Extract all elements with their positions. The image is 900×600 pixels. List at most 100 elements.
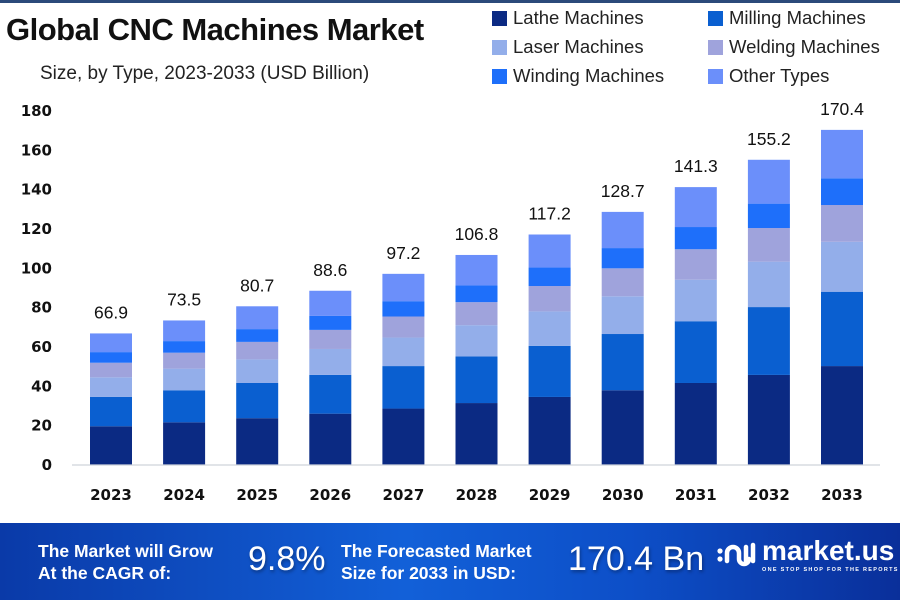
cagr-value: 9.8% [248,540,326,578]
cagr-label: The Market will Grow At the CAGR of: [38,540,213,584]
total-value-label: 97.2 [386,243,420,263]
legend-label: Milling Machines [729,7,866,28]
market-us-logo-icon [717,542,756,567]
bar-segment-milling-machines [455,356,498,404]
legend-item-milling: Milling Machines [708,7,900,29]
bar-segment-welding-machines [163,352,206,369]
bar-segment-lathe-machines [821,366,863,465]
bar-segment-welding-machines [309,329,352,349]
y-tick-label: 180 [21,102,52,120]
legend-item-welding: Welding Machines [708,36,900,58]
total-value-label: 170.4 [820,99,864,119]
total-labels: 66.9 73.5 80.7 88.6 97.2 106.8 117.2 128.7 141.3… [94,99,864,323]
bar-segment-other-types [601,211,644,249]
bar-segment-lathe-machines [309,413,352,465]
y-tick-label: 20 [31,417,52,435]
legend-swatch-welding [708,39,723,55]
top-border [0,0,900,3]
legend-label: Winding Machines [513,65,665,86]
bar-segment-milling-machines [601,334,644,391]
y-tick-label: 80 [31,299,52,317]
legend-item-laser: Laser Machines [492,36,708,58]
x-tick-label: 2026 [309,486,351,504]
x-tick-label: 2032 [748,486,790,504]
bar-segment-other-types [90,333,132,353]
bar-segment-milling-machines [528,345,571,397]
bar-stack-2026 [309,290,352,465]
brand-tagline: ONE STOP SHOP FOR THE REPORTS [762,567,899,573]
bar-segment-lathe-machines [163,422,206,465]
bar-segment-other-types [674,187,717,228]
bar-segment-other-types [236,306,279,330]
x-tick-label: 2025 [236,486,278,504]
bar-segment-laser-machines [821,241,863,292]
total-value-label: 73.5 [167,289,201,309]
legend-label: Other Types [729,65,830,86]
bar-segment-welding-machines [674,249,717,280]
bar-segment-welding-machines [747,228,790,262]
bar-segment-lathe-machines [90,426,132,465]
bar-segment-other-types [163,320,206,342]
legend-item-lathe: Lathe Machines [492,7,708,29]
legend: Lathe Machines Milling Machines Laser Ma… [492,7,900,87]
total-value-label: 88.6 [313,260,347,280]
bar-segment-winding-machines [90,352,132,363]
bar-segment-other-types [309,290,352,316]
bar-segment-winding-machines [455,285,498,303]
bar-segment-winding-machines [674,227,717,250]
x-tick-label: 2029 [529,486,571,504]
brand-logo[interactable]: market.us ONE STOP SHOP FOR THE REPORTS [716,537,899,573]
bar-segment-winding-machines [821,178,863,206]
bar-segment-winding-machines [163,341,206,353]
bar-segment-other-types [455,254,498,286]
legend-swatch-lathe [492,10,507,26]
x-tick-label: 2027 [383,486,425,504]
bar-segment-welding-machines [236,341,279,360]
legend-swatch-other [708,68,723,84]
total-value-label: 106.8 [455,224,499,244]
cagr-label-line1: The Market will Grow [38,541,214,561]
total-value-label: 117.2 [528,204,571,224]
bar-segment-lathe-machines [236,418,279,465]
x-tick-label: 2033 [821,486,863,504]
total-value-label: 155.2 [747,129,791,149]
bar-segment-lathe-machines [674,382,717,465]
bar-segment-winding-machines [382,301,425,317]
bar-segment-milling-machines [236,382,279,419]
y-tick-label: 60 [31,338,52,356]
bar-segment-welding-machines [528,286,571,312]
bar-segment-laser-machines [674,279,717,322]
bar-stack-2029 [528,234,571,465]
bar-segment-welding-machines [382,316,425,338]
bar-segment-welding-machines [455,302,498,326]
bar-stack-2028 [455,254,498,465]
y-tick-label: 140 [21,181,52,199]
bar-segment-other-types [382,273,425,302]
bar-segment-winding-machines [528,267,571,287]
brand-name: market.us [762,535,895,566]
legend-label: Lathe Machines [513,7,644,28]
footer-banner: The Market will Grow At the CAGR of: 9.8… [0,523,900,600]
bar-segment-laser-machines [455,325,498,357]
bar-segment-welding-machines [90,362,132,378]
bar-segment-laser-machines [528,311,571,346]
bar-segment-winding-machines [236,329,279,342]
x-tick-label: 2024 [163,486,205,504]
bar-segment-other-types [821,129,863,179]
y-tick-label: 100 [21,259,52,277]
y-tick-label: 40 [31,377,52,395]
bar-segment-milling-machines [163,390,206,423]
bar-segment-other-types [528,234,571,268]
bar-segment-lathe-machines [528,396,571,465]
bar-segment-welding-machines [601,268,644,297]
bar-segment-laser-machines [236,359,279,383]
bars [90,129,863,465]
legend-swatch-laser [492,39,507,55]
legend-label: Laser Machines [513,36,644,57]
bar-segment-milling-machines [821,291,863,367]
bar-segment-milling-machines [309,374,352,414]
y-axis: 0 20 40 60 80 100 120 140 160 180 [21,102,52,474]
y-tick-label: 0 [42,456,52,474]
bar-segment-laser-machines [747,261,790,308]
bar-segment-laser-machines [309,348,352,375]
